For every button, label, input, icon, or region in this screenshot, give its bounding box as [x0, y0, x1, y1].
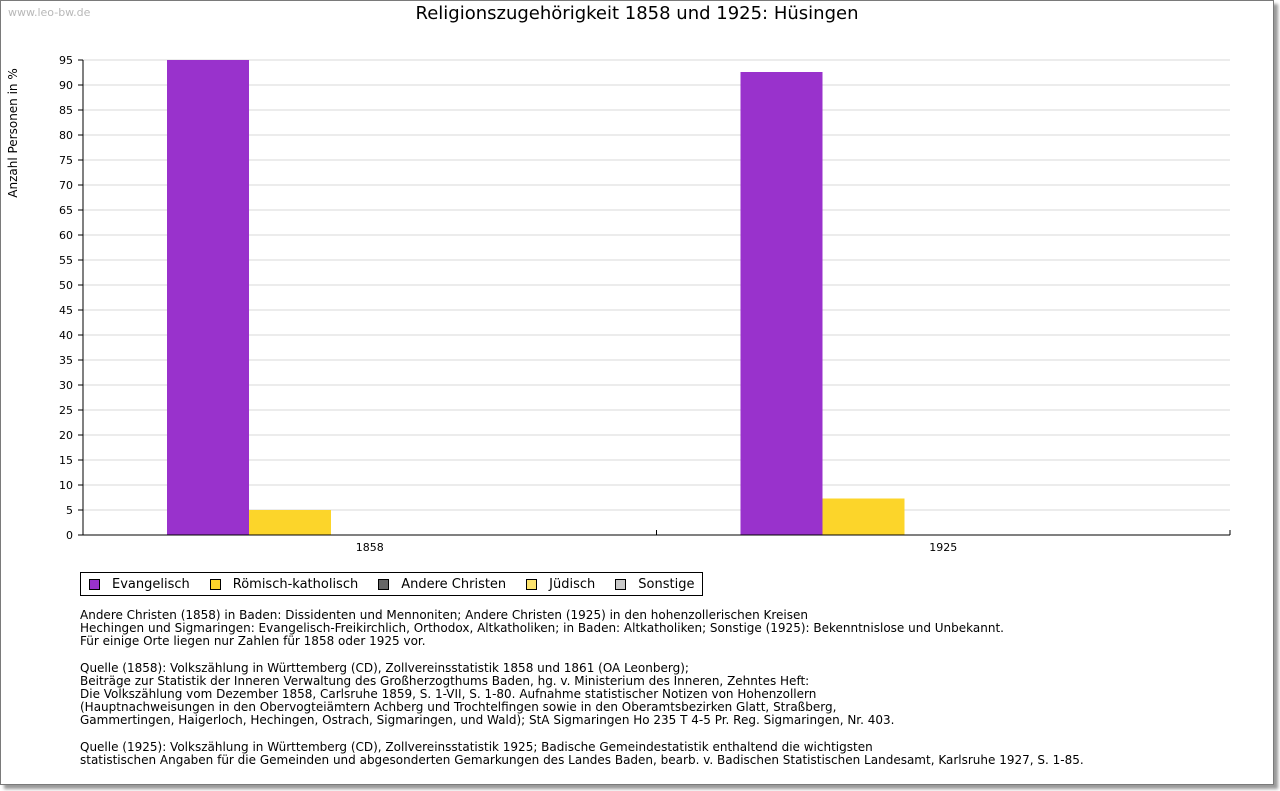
bar-chart: 0 5 10 15 20 25 30 35 40 45 50 55 60 65 70 75 80 85 90 95 1…: [6, 54, 1231, 554]
y-tick-label: 55: [59, 254, 73, 267]
y-tick-label: 10: [59, 479, 73, 492]
bars: [167, 60, 905, 535]
legend-label: Andere Christen: [401, 576, 507, 592]
chart-title: Religionszugehörigkeit 1858 und 1925: Hü…: [415, 3, 859, 24]
legend-swatch: [615, 578, 627, 590]
y-tick-label: 30: [59, 379, 73, 392]
legend-item: Römisch-katholisch: [209, 576, 359, 592]
bar-römisch-katholisch-1925: [822, 498, 905, 535]
note-paragraph: Quelle (1925): Volkszählung in Württembe…: [80, 739, 1084, 767]
y-tick-label: 15: [59, 454, 73, 467]
note-paragraph: Andere Christen (1858) in Baden: Disside…: [80, 608, 1004, 649]
y-tick-label: 40: [59, 329, 73, 342]
bar-evangelisch-1858: [167, 60, 249, 535]
legend: Evangelisch Römisch-katholisch Andere Chri…: [80, 572, 704, 596]
y-tick-label: 25: [59, 404, 73, 417]
legend-item: Sonstige: [615, 577, 694, 592]
legend-item: Andere Christen: [378, 577, 506, 592]
legend-swatch: [209, 578, 221, 590]
legend-swatch: [526, 578, 538, 590]
y-tick-label: 75: [59, 154, 73, 167]
y-tick-label: 45: [59, 304, 73, 317]
x-tick-label: 1925: [929, 541, 957, 554]
legend-swatch: [89, 578, 100, 590]
note-paragraph: Quelle (1858): Volkszählung in Württembe…: [80, 660, 895, 728]
x-axis-ticks: 1858 1925: [356, 530, 1231, 554]
legend-label: Evangelisch: [112, 576, 190, 592]
y-tick-label: 60: [59, 229, 73, 242]
y-tick-label: 90: [59, 79, 73, 92]
y-tick-label: 85: [59, 104, 73, 117]
y-tick-label: 95: [59, 54, 73, 67]
y-tick-label: 20: [59, 429, 73, 442]
y-tick-label: 35: [59, 354, 73, 367]
x-tick-label: 1858: [356, 541, 384, 554]
y-tick-label: 80: [59, 129, 73, 142]
legend-label: Jüdisch: [549, 576, 596, 592]
bar-römisch-katholisch-1858: [249, 510, 331, 535]
watermark: www.leo-bw.de: [8, 6, 91, 19]
notes: Andere Christen (1858) in Baden: Disside…: [80, 608, 1084, 780]
y-axis-label: Anzahl Personen in %: [6, 68, 20, 198]
legend-item: Jüdisch: [526, 577, 595, 592]
y-tick-label: 0: [66, 529, 73, 542]
y-axis-ticks: 0 5 10 15 20 25 30 35 40 45 50 55 60 65 70 75 80 85 90 95: [59, 54, 83, 542]
legend-item: Evangelisch: [89, 577, 190, 592]
legend-label: Sonstige: [638, 576, 695, 592]
y-tick-label: 65: [59, 204, 73, 217]
grid-lines: [83, 59, 1230, 511]
y-tick-label: 70: [59, 179, 73, 192]
legend-label: Römisch-katholisch: [232, 576, 359, 592]
bar-evangelisch-1925: [740, 72, 823, 535]
y-tick-label: 50: [59, 279, 73, 292]
legend-swatch: [378, 578, 390, 590]
y-tick-label: 5: [66, 504, 73, 517]
axes: [78, 60, 1230, 536]
